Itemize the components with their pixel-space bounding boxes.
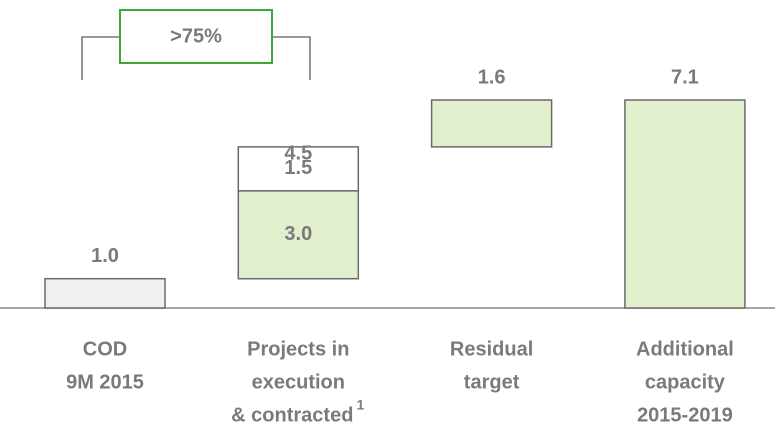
x-tick-label: & contracted (231, 404, 353, 426)
x-tick-label: Projects in (247, 338, 349, 360)
subtotal-label: 4.5 (284, 142, 312, 164)
bar (44, 277, 166, 309)
data-label: 1.0 (91, 245, 119, 267)
x-tick-label: capacity (645, 371, 726, 393)
data-label: 7.1 (671, 66, 699, 88)
x-tick-label: Residual (450, 338, 533, 360)
annotation-box (119, 9, 273, 64)
x-tick-label: 2015-2019 (637, 404, 733, 426)
footnote-marker: 1 (357, 397, 365, 413)
bar (237, 190, 360, 280)
bar (430, 99, 553, 148)
bar (237, 146, 360, 192)
data-label: 3.0 (284, 223, 312, 245)
x-tick-label: Additional (636, 338, 734, 360)
bracket (81, 9, 311, 80)
x-tick-label: COD (83, 338, 127, 360)
x-tick-label: target (464, 371, 520, 393)
x-tick-label: 9M 2015 (66, 371, 144, 393)
bracket-right (272, 36, 311, 80)
annotation: >75% (170, 25, 222, 47)
x-tick-label: execution (252, 371, 345, 393)
data-label: 1.6 (478, 66, 506, 88)
data-label: 1.5 (284, 157, 312, 179)
bar (624, 99, 746, 309)
bracket-left (81, 36, 120, 80)
